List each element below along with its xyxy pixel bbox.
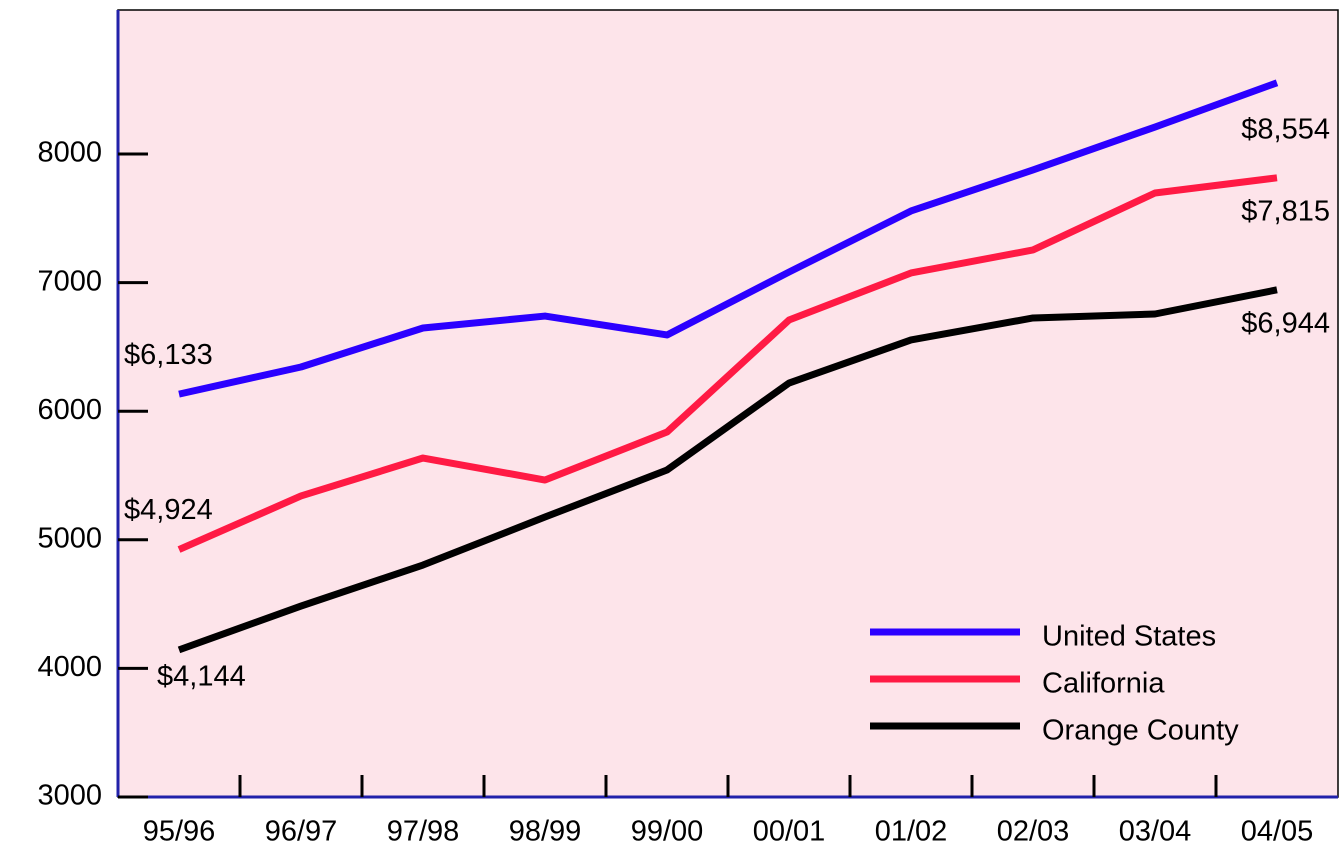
data-label: $4,144 <box>157 661 246 693</box>
data-label: $6,133 <box>124 339 213 371</box>
x-tick-label: 97/98 <box>387 816 460 848</box>
x-tick-label: 98/99 <box>509 816 582 848</box>
x-tick-label: 01/02 <box>875 816 948 848</box>
legend-label: Orange County <box>1042 715 1239 747</box>
legend-label: California <box>1042 668 1165 700</box>
y-tick-label: 8000 <box>37 137 102 169</box>
series-line <box>177 286 1278 654</box>
y-tick-label: 3000 <box>37 780 102 812</box>
data-label: $4,924 <box>124 494 213 526</box>
x-tick-label: 02/03 <box>997 816 1070 848</box>
y-tick-label: 5000 <box>37 522 102 554</box>
legend-label: United States <box>1042 621 1216 653</box>
x-tick-label: 95/96 <box>143 816 216 848</box>
y-tick-label: 7000 <box>37 265 102 297</box>
x-tick-label: 04/05 <box>1241 816 1314 848</box>
y-tick-label: 6000 <box>37 394 102 426</box>
x-tick-label: 00/01 <box>753 816 826 848</box>
y-tick-label: 4000 <box>37 651 102 683</box>
x-tick-label: 03/04 <box>1119 816 1192 848</box>
data-label: $6,944 <box>1241 307 1330 339</box>
series-line <box>178 79 1279 398</box>
x-tick-label: 99/00 <box>631 816 704 848</box>
x-tick-label: 96/97 <box>265 816 338 848</box>
plot-area <box>117 9 1339 798</box>
data-label: $8,554 <box>1241 113 1330 145</box>
series-line <box>177 174 1278 553</box>
data-label: $7,815 <box>1241 195 1330 227</box>
